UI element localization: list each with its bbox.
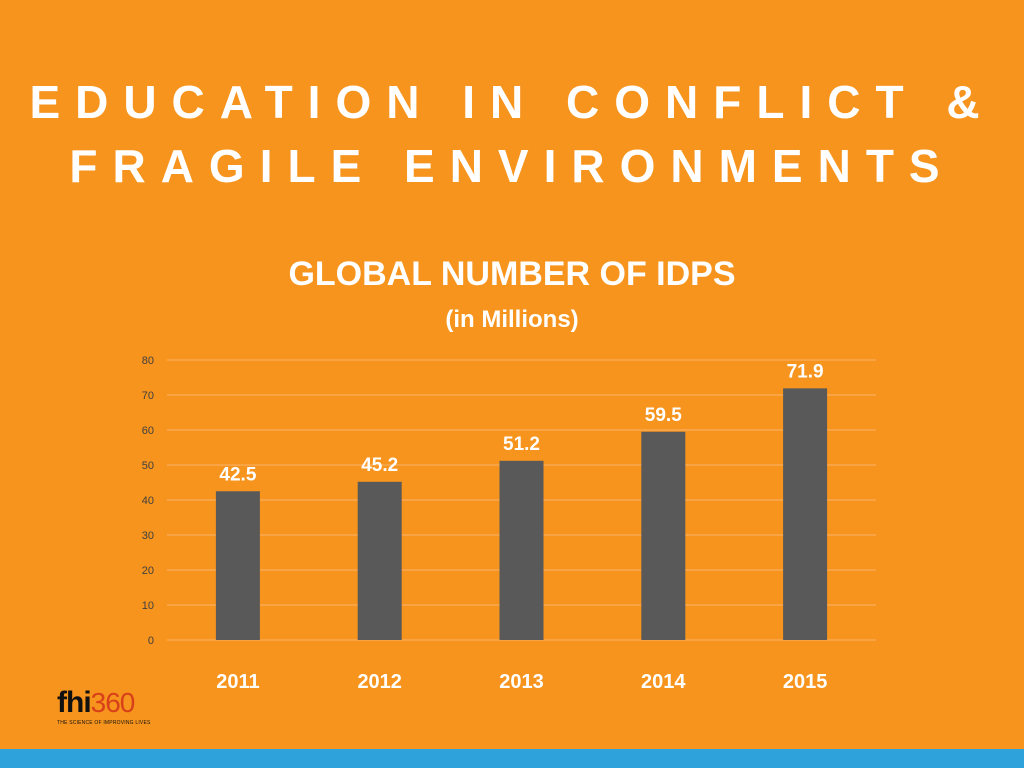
logo-wordmark: fhi 360 [57, 686, 167, 720]
bar [215, 491, 260, 640]
bar [641, 431, 686, 640]
y-tick-label: 0 [148, 635, 154, 647]
x-tick-label: 2014 [641, 671, 686, 693]
data-label: 45.2 [361, 455, 398, 476]
y-tick-label: 60 [142, 425, 154, 437]
x-tick-label: 2012 [357, 671, 402, 693]
y-tick-label: 40 [142, 495, 154, 507]
bar [783, 388, 828, 640]
y-tick-label: 70 [142, 390, 154, 402]
slide-title-line-1: EDUCATION IN CONFLICT & [29, 76, 995, 128]
slide-title: EDUCATION IN CONFLICT & FRAGILE ENVIRONM… [0, 70, 1024, 198]
data-label: 71.9 [787, 361, 824, 382]
y-tick-label: 30 [142, 530, 154, 542]
logo-brand-number: 360 [90, 687, 136, 718]
y-tick-label: 20 [142, 565, 154, 577]
bar [357, 481, 402, 640]
bar [499, 460, 544, 640]
logo-tagline: THE SCIENCE OF IMPROVING LIVES [57, 720, 151, 726]
slide-title-line-2: FRAGILE ENVIRONMENTS [69, 140, 955, 192]
footer-bar [0, 749, 1024, 768]
y-tick-label: 50 [142, 460, 154, 472]
logo-brand-letters: fhi [57, 686, 92, 719]
data-label: 51.2 [503, 434, 540, 455]
fhi360-logo: fhi 360 THE SCIENCE OF IMPROVING LIVES [57, 686, 167, 736]
x-tick-label: 2015 [783, 671, 828, 693]
chart-subtitle: (in Millions) [445, 306, 579, 333]
chart-title: GLOBAL NUMBER OF IDPS [288, 255, 736, 293]
x-tick-label: 2011 [216, 671, 259, 693]
data-label: 59.5 [645, 405, 682, 426]
data-label: 42.5 [219, 464, 256, 485]
x-tick-label: 2013 [499, 671, 544, 693]
y-tick-label: 80 [142, 355, 154, 367]
y-tick-label: 10 [142, 600, 154, 612]
